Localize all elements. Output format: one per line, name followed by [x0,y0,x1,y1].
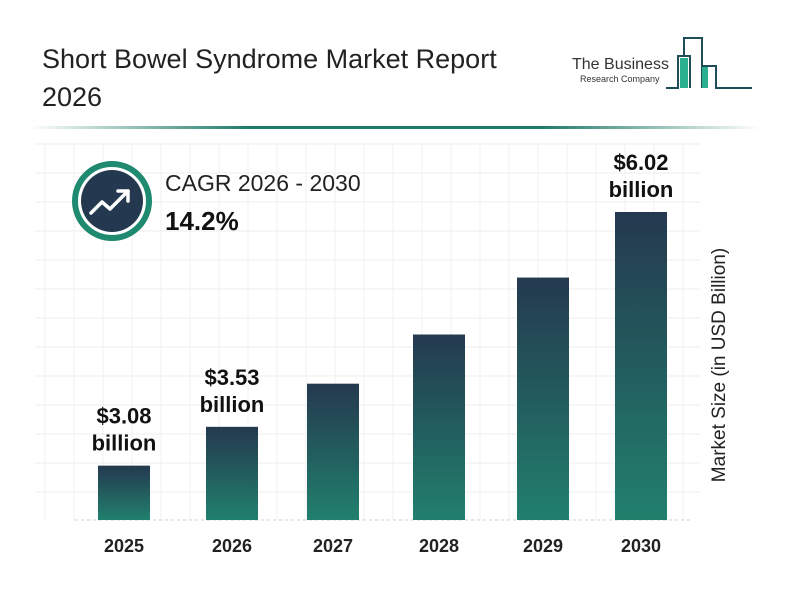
x-tick-label: 2030 [621,536,661,556]
bar-2028 [413,334,465,520]
x-tick-label: 2025 [104,536,144,556]
data-label-value: $3.08 [96,404,151,429]
bars [98,212,667,520]
bar-2030 [615,212,667,520]
data-label-value: $6.02 [613,150,668,175]
cagr-badge [72,161,152,241]
data-label-value: $3.53 [204,365,259,390]
x-tick-label: 2029 [523,536,563,556]
cagr-label: CAGR 2026 - 2030 [165,170,361,196]
logo-text: The Business [572,56,669,73]
bar-2027 [307,383,359,520]
logo-icon [666,37,752,89]
cagr-circle [81,170,143,232]
bar-2026 [206,426,258,520]
divider [30,126,760,129]
bar-2029 [517,277,569,520]
data-label-unit: billion [200,392,265,417]
trending-up-icon [89,189,130,215]
logo-subtext: Research Company [580,74,660,84]
y-axis-label: Market Size (in USD Billion) [709,247,730,483]
x-tick-label: 2027 [313,536,353,556]
page-title: Short Bowel Syndrome Market Report 2026 [42,44,497,112]
cagr-value: 14.2% [165,206,239,236]
data-label-unit: billion [609,177,674,202]
x-tick-label: 2028 [419,536,459,556]
x-tick-label: 2026 [212,536,252,556]
data-label-unit: billion [92,431,157,456]
bar-2025 [98,465,150,520]
